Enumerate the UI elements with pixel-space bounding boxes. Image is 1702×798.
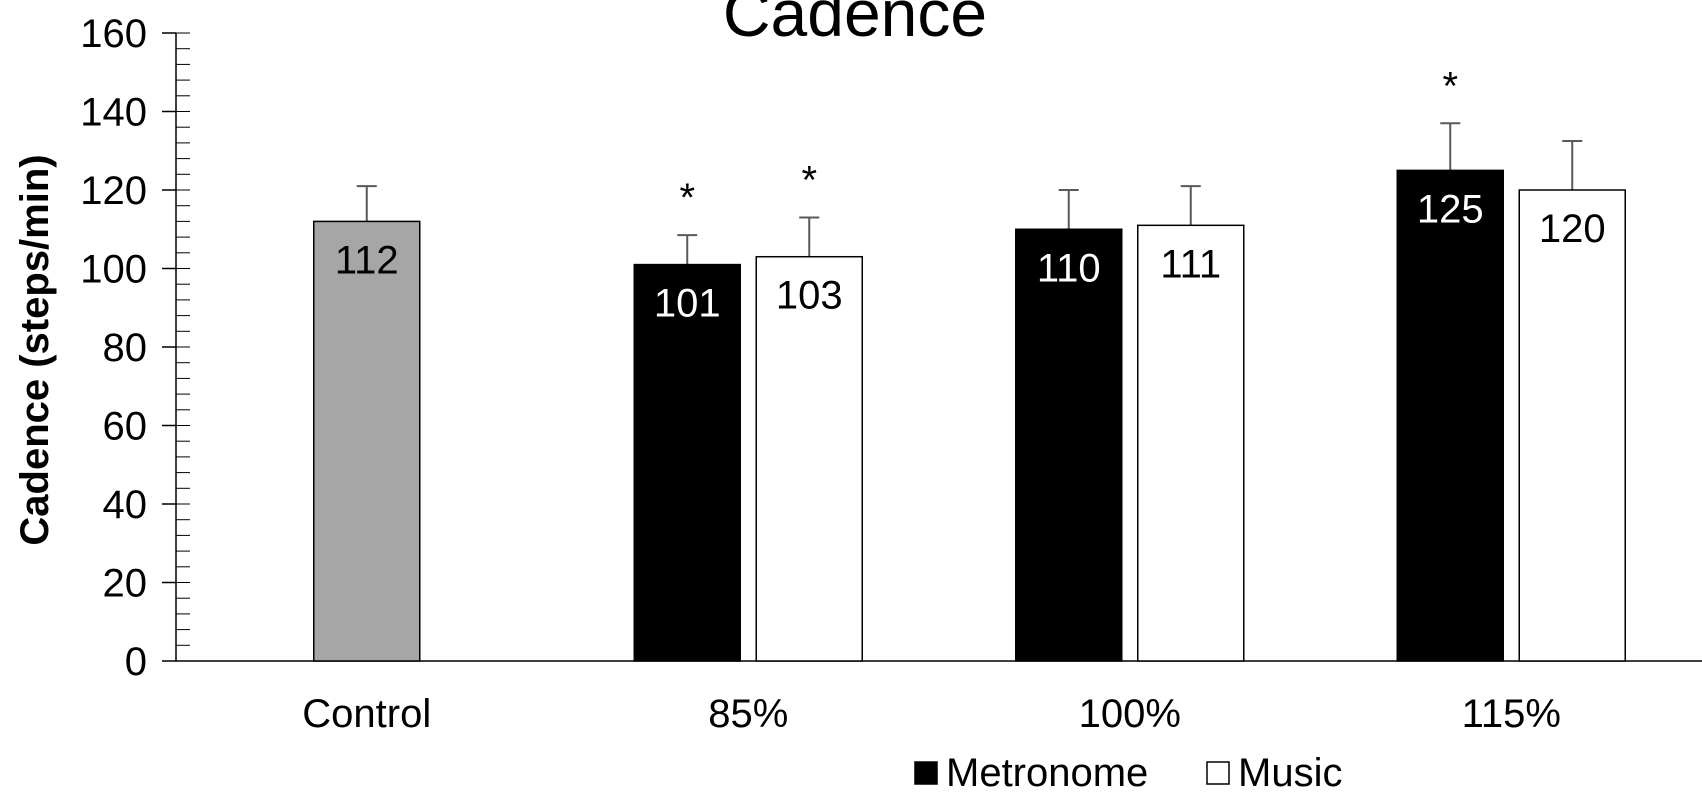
bar-music <box>1137 224 1245 662</box>
bar-metronome <box>633 263 741 662</box>
y-tick-label: 80 <box>103 326 148 370</box>
y-tick-label: 40 <box>103 483 148 527</box>
legend-label-music: Music <box>1238 751 1342 793</box>
bar-metronome <box>1015 228 1123 662</box>
x-tick-label: Control <box>302 692 431 736</box>
significance-marker: * <box>801 158 817 202</box>
significance-marker: * <box>679 176 695 220</box>
bar-music <box>755 255 863 662</box>
x-tick-label: 85% <box>708 692 788 736</box>
y-axis-label: Cadence (steps/min) <box>13 154 57 545</box>
chart-title: Cadence <box>723 0 987 50</box>
bar-value-label: 103 <box>776 274 843 318</box>
legend-label-metronome: Metronome <box>946 751 1148 793</box>
bar-value-label: 110 <box>1037 246 1101 290</box>
y-tick-label: 0 <box>125 640 147 684</box>
bar-music <box>1518 189 1626 662</box>
bar-value-label: 125 <box>1417 187 1484 231</box>
bar-value-label: 120 <box>1539 207 1606 251</box>
bar-value-label: 112 <box>335 238 399 282</box>
y-tick-label: 20 <box>103 562 148 606</box>
y-tick-label: 60 <box>103 405 148 449</box>
legend-swatch-metronome <box>914 761 938 785</box>
bar-value-label: 111 <box>1160 242 1221 286</box>
x-tick-label: 100% <box>1079 692 1181 736</box>
significance-marker: * <box>1442 64 1458 108</box>
y-tick-label: 100 <box>80 248 147 292</box>
x-tick-label: 115% <box>1462 692 1561 736</box>
bar-control <box>313 220 421 662</box>
bar-value-label: 101 <box>654 282 721 326</box>
legend-swatch-music <box>1206 761 1230 785</box>
y-tick-label: 120 <box>80 169 147 213</box>
y-tick-label: 140 <box>80 91 147 135</box>
bar-metronome <box>1396 169 1504 662</box>
y-tick-label: 160 <box>80 12 147 56</box>
